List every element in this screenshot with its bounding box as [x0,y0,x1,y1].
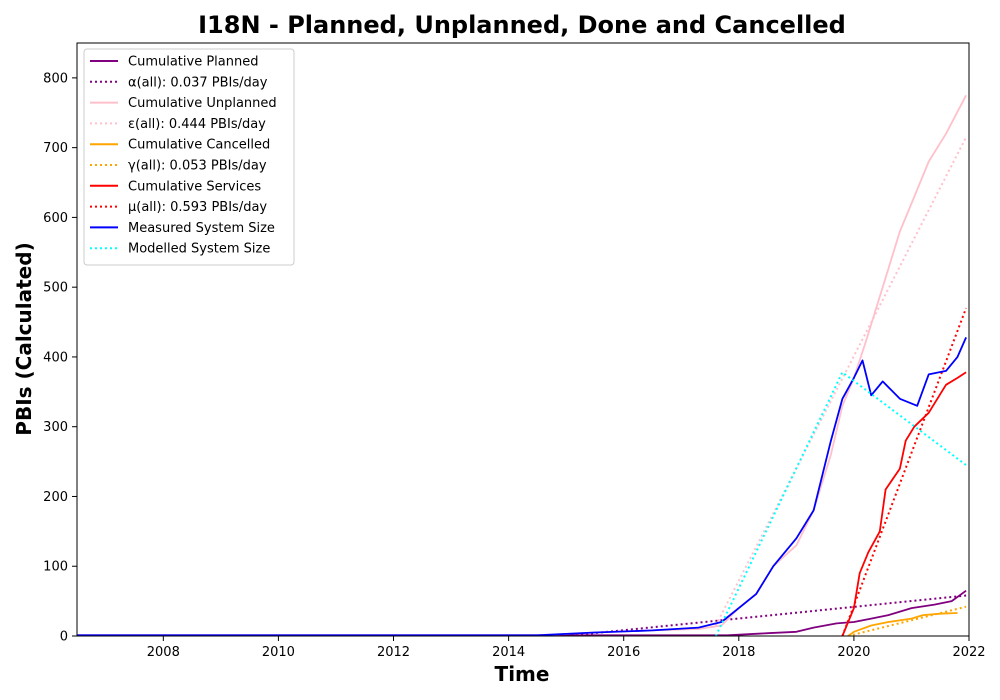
x-axis-title: Time [495,662,550,686]
legend-label-9: Modelled System Size [128,242,270,257]
y-tick-label-6: 600 [43,211,68,226]
series-line-1 [566,594,967,636]
x-tick-label-1: 2010 [262,645,295,660]
legend-label-3: ε(all): 0.444 PBIs/day [128,117,266,132]
x-tick-label-0: 2008 [147,645,180,660]
x-axis: 2008 2010 2012 2014 2016 2018 2020 2022 [147,636,986,660]
legend: Cumulative Planned α(all): 0.037 PBIs/day… [83,48,295,266]
x-tick-label-5: 2018 [722,645,755,660]
legend-label-4: Cumulative Cancelled [128,138,270,153]
legend-label-1: α(all): 0.037 PBIs/day [128,75,268,90]
series-line-3 [714,136,967,626]
y-axis: 0 100 200 300 400 500 600 700 800 [43,71,77,645]
legend-label-7: μ(all): 0.593 PBIs/day [128,200,267,215]
series-line-7 [841,307,968,636]
series-lines [77,94,968,636]
y-tick-label-1: 100 [43,560,68,575]
x-tick-label-7: 2022 [952,645,985,660]
y-tick-label-3: 300 [43,420,68,435]
x-tick-label-3: 2014 [492,645,525,660]
y-tick-label-4: 400 [43,350,68,365]
legend-label-8: Measured System Size [128,221,275,236]
legend-label-6: Cumulative Services [128,179,261,194]
y-axis-title: PBIs (Calculated) [12,242,36,435]
series-line-0 [77,589,967,636]
x-tick-label-4: 2016 [607,645,640,660]
plot-frame [76,42,970,637]
legend-box [83,48,295,266]
y-tick-label-7: 700 [43,141,68,156]
series-line-6 [841,371,967,636]
y-tick-label-2: 200 [43,490,68,505]
chart-title: I18N - Planned, Unplanned, Done and Canc… [198,11,846,39]
series-line-8 [77,337,967,636]
legend-label-0: Cumulative Planned [128,55,258,70]
y-tick-label-5: 500 [43,281,68,296]
series-line-9 [714,371,967,636]
y-tick-label-0: 0 [60,630,68,645]
x-tick-label-2: 2012 [377,645,410,660]
y-tick-label-8: 800 [43,71,68,86]
x-tick-label-6: 2020 [837,645,870,660]
plot-area [76,42,970,637]
legend-label-2: Cumulative Unplanned [128,96,277,111]
series-line-5 [847,605,967,636]
legend-label-5: γ(all): 0.053 PBIs/day [128,159,267,174]
